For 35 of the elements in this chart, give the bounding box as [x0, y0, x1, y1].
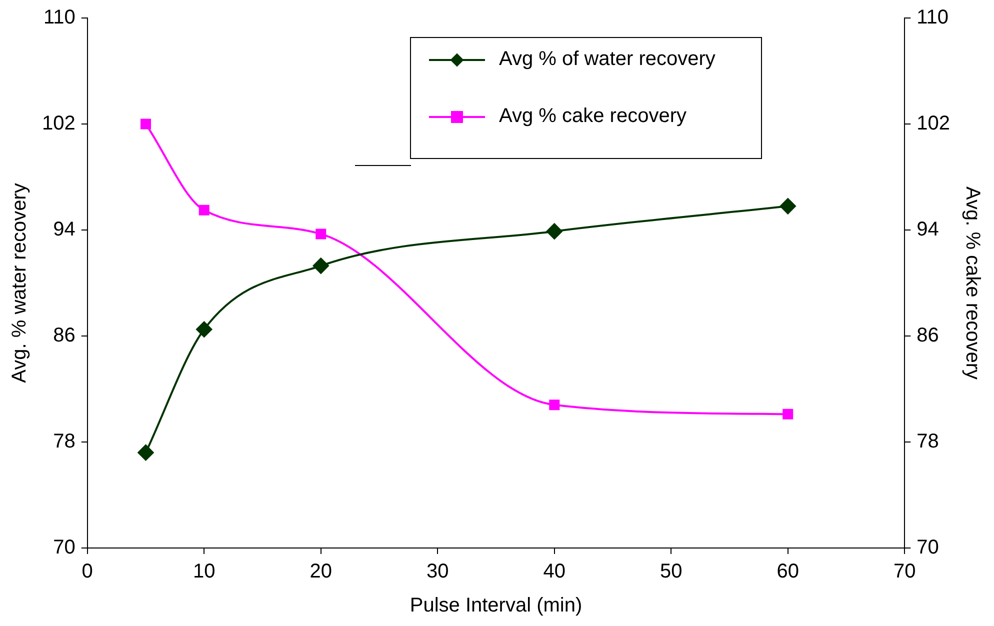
point: [549, 400, 560, 410]
x-tick-label: 30: [426, 560, 449, 583]
x-tick-label: 10: [192, 560, 216, 583]
point: [782, 408, 794, 420]
y2-axis-title: Avg. % cake recovery: [961, 186, 984, 380]
x-tick-label: 20: [310, 560, 332, 583]
x-axis-title: Pulse Interval (min): [410, 594, 582, 617]
y-tick-label: 102: [42, 112, 76, 135]
y2-tick-label: 102: [916, 112, 950, 135]
x-tick-label: 0: [82, 560, 93, 583]
x-tick-label: 40: [543, 560, 566, 583]
point: [316, 228, 326, 240]
y2-tick-label: 78: [916, 430, 939, 453]
y-tick-label: 86: [53, 324, 76, 347]
x-tick-label: 50: [660, 560, 682, 583]
y-tick-label: 78: [53, 430, 76, 453]
point: [138, 444, 154, 461]
legend-label: Avg % cake recovery: [499, 105, 686, 128]
x-tick-label: 70: [894, 560, 916, 583]
y-axis-title: Avg. % water recovery: [8, 183, 31, 383]
y2-tick-label: 110: [916, 6, 949, 29]
y2-tick-label: 94: [916, 218, 939, 241]
y-tick-label: 110: [43, 6, 76, 29]
point: [198, 204, 210, 216]
point: [196, 321, 212, 338]
y-tick-label: 70: [53, 536, 76, 559]
y2-tick-label: 70: [916, 536, 939, 559]
point: [780, 198, 796, 214]
point: [140, 118, 151, 130]
point: [312, 258, 329, 274]
y-tick-label: 94: [53, 218, 76, 241]
y2-tick-label: 86: [916, 324, 939, 347]
legend-label: Avg % of water recovery: [499, 48, 716, 71]
point: [546, 223, 562, 240]
x-tick-label: 60: [776, 560, 800, 583]
